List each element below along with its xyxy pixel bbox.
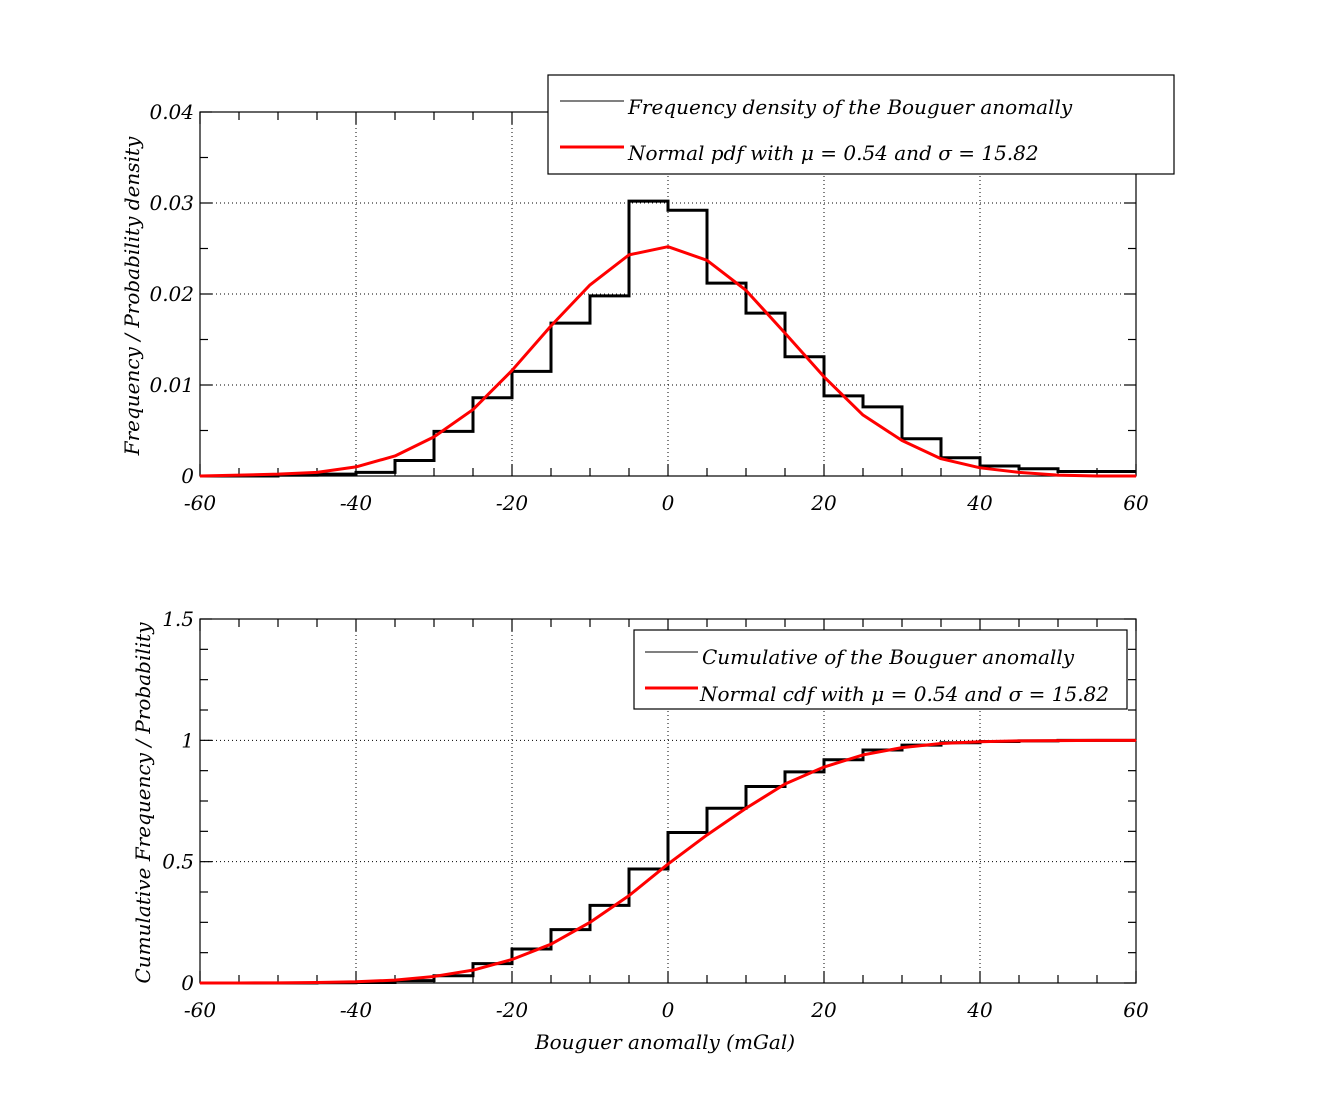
cdf-normal-point xyxy=(706,834,708,836)
pdf-x-tick-label: -40 xyxy=(340,491,372,515)
pdf-normal-point xyxy=(1057,474,1059,476)
pdf-normal-point xyxy=(1018,471,1020,473)
pdf-normal-point xyxy=(277,473,279,475)
pdf-normal-point xyxy=(199,475,201,477)
pdf-normal-point xyxy=(1135,475,1137,477)
cdf-y-tick-label: 0 xyxy=(181,971,194,995)
cdf-normal-point xyxy=(316,982,318,984)
cdf-normal-point xyxy=(667,863,669,865)
cdf-normal-point xyxy=(979,741,981,743)
pdf-normal-point xyxy=(550,325,552,327)
pdf-normal-point xyxy=(316,471,318,473)
pdf-normal-point xyxy=(823,376,825,378)
cdf-normal-point xyxy=(1018,740,1020,742)
pdf-normal-point xyxy=(394,455,396,457)
pdf-y-tick-label: 0.03 xyxy=(149,191,194,215)
cdf-normal-point xyxy=(784,783,786,785)
cdf-normal-point xyxy=(472,969,474,971)
pdf-normal-point xyxy=(979,467,981,469)
cdf-y-tick-label: 0.5 xyxy=(162,850,194,874)
cdf-x-tick-label: 0 xyxy=(662,998,675,1022)
cdf-normal-point xyxy=(628,895,630,897)
cdf-ticks xyxy=(199,618,1137,984)
cdf-normal-point xyxy=(511,958,513,960)
cdf-x-tick-label: -40 xyxy=(340,998,372,1022)
pdf-legend-box xyxy=(547,74,1175,175)
cdf-legend-label-normal: Normal cdf with μ = 0.54 and σ = 15.82 xyxy=(699,682,1109,706)
pdf-x-tick-label: -60 xyxy=(184,491,216,515)
pdf-x-tick-label: 60 xyxy=(1123,491,1149,515)
cdf-normal-point xyxy=(394,979,396,981)
cdf-normal-point xyxy=(745,807,747,809)
pdf-normal-point xyxy=(901,440,903,442)
cdf-x-tick-label: 40 xyxy=(966,998,993,1022)
pdf-legend: Frequency density of the Bouguer anomall… xyxy=(547,74,1175,175)
cdf-series xyxy=(199,738,1137,985)
cdf-x-tick-label: 60 xyxy=(1123,998,1149,1022)
pdf-legend-label-normal: Normal pdf with μ = 0.54 and σ = 15.82 xyxy=(627,141,1039,165)
cdf-x-tick-label: -20 xyxy=(496,998,528,1022)
pdf-y-tick-label: 0 xyxy=(181,464,194,488)
pdf-normal-point xyxy=(862,414,864,416)
cdf-y-tick-label: 1 xyxy=(181,728,194,752)
pdf-y-axis-title: Frequency / Probability density xyxy=(120,136,144,456)
cdf-y-axis-title: Cumulative Frequency / Probability xyxy=(131,622,155,984)
cdf-normal-point xyxy=(355,981,357,983)
pdf-y-tick-label: 0.01 xyxy=(149,373,194,397)
cdf-normal-point xyxy=(199,982,201,984)
cdf-normal-point xyxy=(433,975,435,977)
pdf-normal-point xyxy=(472,409,474,411)
cdf-x-tick-label: 20 xyxy=(810,998,837,1022)
pdf-step-series xyxy=(200,199,1136,478)
pdf-normal-point xyxy=(745,289,747,291)
pdf-x-tick-label: 40 xyxy=(966,491,993,515)
cdf-normal-point xyxy=(589,921,591,923)
pdf-series xyxy=(199,199,1137,478)
cdf-x-axis-title: Bouguer anomally (mGal) xyxy=(534,1030,795,1054)
cdf-normal-point xyxy=(238,982,240,984)
cdf-legend-label-histogram: Cumulative of the Bouguer anomally xyxy=(702,645,1075,669)
pdf-normal-point xyxy=(511,369,513,371)
cdf-x-tick-labels: -60 -40 -20 0 20 40 60 xyxy=(184,998,1149,1022)
pdf-normal-point xyxy=(433,436,435,438)
pdf-y-tick-label: 0.02 xyxy=(149,282,194,306)
cdf-panel: -60 -40 -20 0 20 40 60 0 0.5 1 1.5 Cumulative Fre… xyxy=(131,607,1149,1054)
cdf-y-tick-label: 1.5 xyxy=(162,607,194,631)
pdf-y-tick-label: 0.04 xyxy=(149,100,194,124)
cdf-normal-point xyxy=(823,766,825,768)
pdf-legend-label-histogram: Frequency density of the Bouguer anomall… xyxy=(627,95,1073,119)
pdf-x-tick-label: -20 xyxy=(496,491,528,515)
cdf-normal-point xyxy=(1057,740,1059,742)
cdf-normal-point xyxy=(1096,739,1098,741)
pdf-normal-point xyxy=(940,458,942,460)
cdf-normal-point xyxy=(1135,739,1137,741)
pdf-normal-point xyxy=(355,466,357,468)
cdf-normal-point xyxy=(862,754,864,756)
cdf-normal-point xyxy=(901,747,903,749)
pdf-normal-point xyxy=(667,246,669,248)
pdf-x-tick-labels: -60 -40 -20 0 20 40 60 xyxy=(184,491,1149,515)
cdf-x-tick-label: -60 xyxy=(184,998,216,1022)
pdf-normal-point xyxy=(628,254,630,256)
pdf-panel: -60 -40 -20 0 20 40 60 0 0.01 0.02 0.03 0.04 Frequ… xyxy=(120,74,1175,515)
cdf-normal-point xyxy=(550,943,552,945)
pdf-x-tick-label: 0 xyxy=(662,491,675,515)
cdf-legend: Cumulative of the Bouguer anomally Norma… xyxy=(633,629,1128,710)
pdf-normal-point xyxy=(784,332,786,334)
pdf-normal-point xyxy=(1096,475,1098,477)
pdf-y-tick-labels: 0 0.01 0.02 0.03 0.04 xyxy=(149,100,194,488)
pdf-normal-point xyxy=(238,474,240,476)
cdf-normal-point xyxy=(277,982,279,984)
cdf-y-tick-labels: 0 0.5 1 1.5 xyxy=(162,607,194,995)
cdf-normal-point xyxy=(940,742,942,744)
pdf-normal-point xyxy=(589,284,591,286)
pdf-x-tick-label: 20 xyxy=(810,491,837,515)
pdf-normal-curve xyxy=(199,245,1136,478)
pdf-normal-point xyxy=(706,259,708,261)
cdf-legend-box xyxy=(633,629,1128,710)
